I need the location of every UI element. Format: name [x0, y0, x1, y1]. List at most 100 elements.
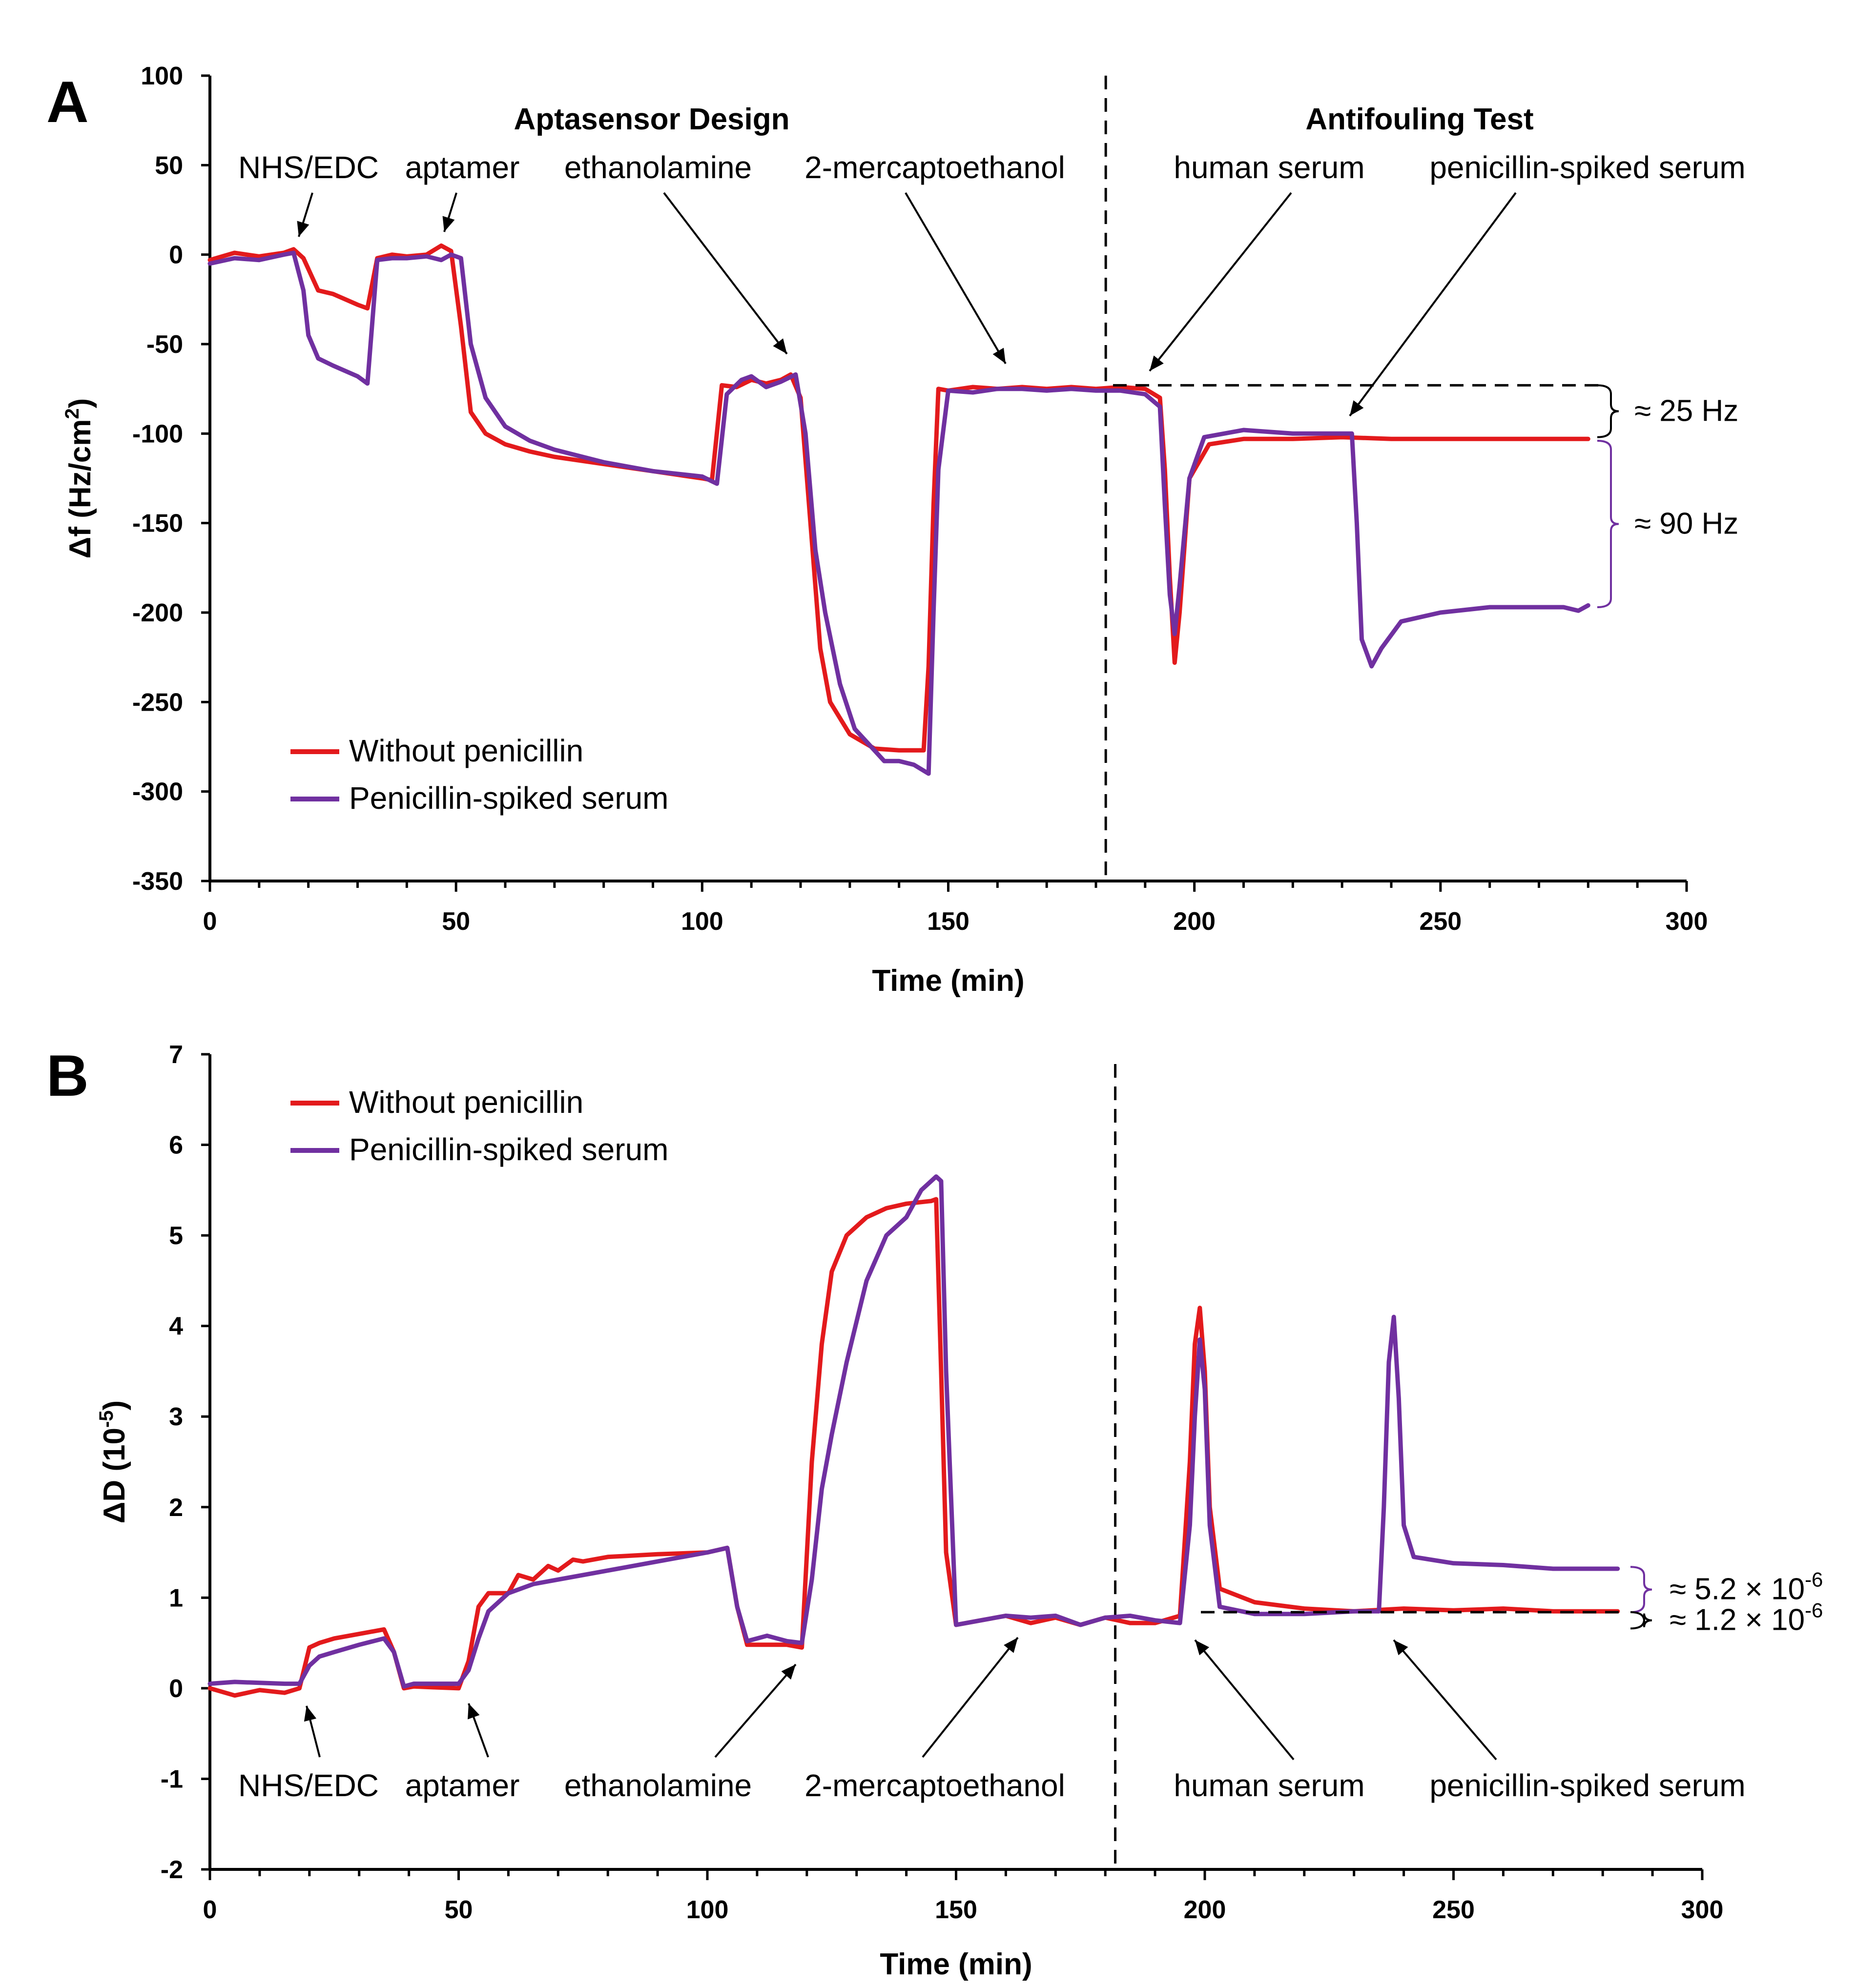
- panel-b-x-tick-label: 250: [1432, 1896, 1475, 1924]
- panel-b-y-tick-label: 7: [169, 1041, 183, 1069]
- panel-b-annotation: penicillin-spiked serum: [1429, 1768, 1745, 1803]
- panel-a-bracket-label: ≈ 90 Hz: [1634, 507, 1738, 541]
- panel-b-bracket-label: ≈ 1.2 × 10-6: [1670, 1599, 1823, 1637]
- panel-a-annotation: aptamer: [405, 150, 520, 185]
- panel-b-y-tick-label: 3: [169, 1403, 183, 1431]
- panel-a-y-tick-label: -50: [146, 330, 183, 359]
- panel-b-y-tick-label: 0: [169, 1675, 183, 1703]
- panel-b-annotation: human serum: [1174, 1768, 1364, 1803]
- panel-a-annotation-arrow: [1149, 192, 1292, 372]
- panel-a-annotation: human serum: [1174, 150, 1364, 185]
- panel-b-series-without-penicillin: [207, 1197, 1620, 1698]
- panel-a-y-axis-title-sup: 2: [62, 408, 83, 419]
- panel-a-annotation-arrowhead: [297, 221, 309, 237]
- panel-a-x-tick-label: 50: [442, 907, 470, 936]
- panel-a-bracket-label: ≈ 25 Hz: [1634, 394, 1738, 428]
- panel-a-annotation-arrowhead: [1150, 355, 1164, 371]
- panel-b-y-tick-label: 6: [169, 1131, 183, 1160]
- panel-a-y-tick-label: 100: [141, 62, 183, 90]
- panel-b-y-tick-label: 4: [169, 1312, 183, 1341]
- panel-a-y-tick-label: -100: [132, 420, 183, 448]
- panel-a-legend-label: Without penicillin: [349, 733, 583, 768]
- panel-a-y-axis-title: Δf (Hz/cm2): [62, 398, 97, 559]
- panel-a-section-label: Aptasensor Design: [514, 102, 789, 136]
- panel-b-legend-label: Penicillin-spiked serum: [349, 1132, 668, 1167]
- panel-a-bracket: [1597, 440, 1619, 608]
- panel-a-annotation: NHS/EDC: [238, 150, 379, 185]
- panel-b-annotation-arrowhead: [304, 1706, 317, 1722]
- panel-b-annotation: aptamer: [405, 1768, 520, 1803]
- panel-b-annotation-arrow: [922, 1637, 1019, 1758]
- panel-b-annotation-arrowhead: [781, 1664, 796, 1680]
- panel-a-annotation-arrow: [663, 192, 788, 355]
- panel-b-x-tick-label: 300: [1681, 1896, 1724, 1924]
- panel-a-series-penicillin-spiked: [207, 250, 1590, 776]
- panel-a-y-tick-label: -300: [132, 778, 183, 806]
- panel-b-x-axis-title: Time (min): [880, 1947, 1032, 1981]
- panel-a-bracket-label-main: ≈ 25 Hz: [1634, 394, 1738, 428]
- panel-b-bracket-label-sup: -6: [1805, 1568, 1823, 1591]
- panel-a-annotation: ethanolamine: [564, 150, 752, 185]
- panel-a-y-axis-title-main: Δf (Hz/cm: [63, 419, 97, 559]
- panel-b-bracket: [1630, 1611, 1652, 1630]
- panel-b-annotation: ethanolamine: [564, 1768, 752, 1803]
- panel-b-annotation-arrow: [714, 1663, 797, 1758]
- panel-b-annotation-arrowhead: [1394, 1640, 1408, 1656]
- panel-b-y-axis-title-main: ΔD (10: [98, 1428, 131, 1523]
- panel-b-annotation-arrow: [1393, 1639, 1497, 1761]
- panel-b-legend-label: Without penicillin: [349, 1085, 583, 1120]
- panel-b-marks: 7 6 5 4 3 2 1 0 -1 -2 0 50 100 150 200 250 300 Time (min)…: [96, 1041, 1823, 1981]
- panel-b-y-tick-label: -2: [161, 1856, 183, 1884]
- panel-a-x-tick-label: 150: [927, 907, 969, 936]
- panel-a-y-tick-label: 50: [155, 151, 183, 180]
- panel-a-annotation-arrow: [1349, 192, 1517, 417]
- panel-b-bracket-label-main: ≈ 5.2 × 10: [1670, 1573, 1805, 1606]
- panel-b-series-penicillin-spiked: [207, 1174, 1620, 1689]
- panel-a-annotation: 2-mercaptoethanol: [804, 150, 1065, 185]
- panel-b: B 7 6 5 4 3 2 1 0 -1 -2 0 50 100 150 200 250 300 Time (mi…: [46, 1041, 1823, 1981]
- panel-b-y-tick-label: -1: [161, 1765, 183, 1793]
- panel-b-annotation-arrow: [1194, 1639, 1295, 1761]
- panel-a-annotation-arrowhead: [442, 216, 455, 232]
- panel-b-y-axis-title-close: ): [98, 1400, 131, 1411]
- panel-b-x-tick-label: 100: [686, 1896, 729, 1924]
- panel-a-bracket: [1597, 384, 1619, 438]
- panel-b-annotation: NHS/EDC: [238, 1768, 379, 1803]
- panel-b-annotation: 2-mercaptoethanol: [804, 1768, 1065, 1803]
- panel-b-y-axis-title: ΔD (10-5): [96, 1400, 131, 1523]
- panel-b-x-tick-label: 0: [203, 1896, 217, 1924]
- panel-b-y-axis-title-sup: -5: [96, 1410, 117, 1428]
- panel-a-bracket-label-main: ≈ 90 Hz: [1634, 507, 1738, 541]
- panel-b-y-tick-label: 1: [169, 1584, 183, 1612]
- panel-b-bracket: [1630, 1566, 1652, 1614]
- panel-a-annotation-arrowhead: [773, 338, 787, 354]
- panel-b-label: B: [46, 1043, 89, 1108]
- panel-a-x-tick-label: 200: [1173, 907, 1216, 936]
- panel-a-annotation-arrowhead: [1350, 400, 1364, 416]
- panel-a-x-tick-label: 0: [203, 907, 217, 936]
- panel-a-x-tick-label: 300: [1666, 907, 1708, 936]
- panel-a-x-tick-label: 100: [681, 907, 723, 936]
- panel-b-bracket-label: ≈ 5.2 × 10-6: [1670, 1568, 1823, 1606]
- panel-a-annotation-arrow: [905, 192, 1007, 365]
- panel-a-y-tick-label: -250: [132, 688, 183, 717]
- panel-b-annotation-arrowhead: [1195, 1640, 1210, 1656]
- panel-b-x-tick-label: 200: [1184, 1896, 1226, 1924]
- panel-a-marks: 100 50 0 -50 -100 -150 -200 -250 -300 -350 0 50 100 1…: [62, 62, 1746, 998]
- panel-a-annotation-arrowhead: [992, 348, 1006, 364]
- panel-a-y-tick-label: -350: [132, 867, 183, 896]
- panel-b-y-tick-label: 2: [169, 1494, 183, 1522]
- panel-a-x-axis-title: Time (min): [872, 964, 1024, 998]
- panel-a-label: A: [46, 69, 89, 135]
- panel-b-y-tick-label: 5: [169, 1222, 183, 1250]
- panel-b-bracket-label-main: ≈ 1.2 × 10: [1670, 1603, 1805, 1637]
- panel-a-series-without-penicillin: [207, 243, 1590, 753]
- panel-a-annotation: penicillin-spiked serum: [1429, 150, 1745, 185]
- panel-b-x-tick-label: 50: [445, 1896, 473, 1924]
- panel-a-y-tick-label: -150: [132, 510, 183, 538]
- panel-a-y-axis-title-close: ): [63, 398, 97, 409]
- panel-a-legend-label: Penicillin-spiked serum: [349, 780, 668, 816]
- panel-a-x-tick-label: 250: [1419, 907, 1462, 936]
